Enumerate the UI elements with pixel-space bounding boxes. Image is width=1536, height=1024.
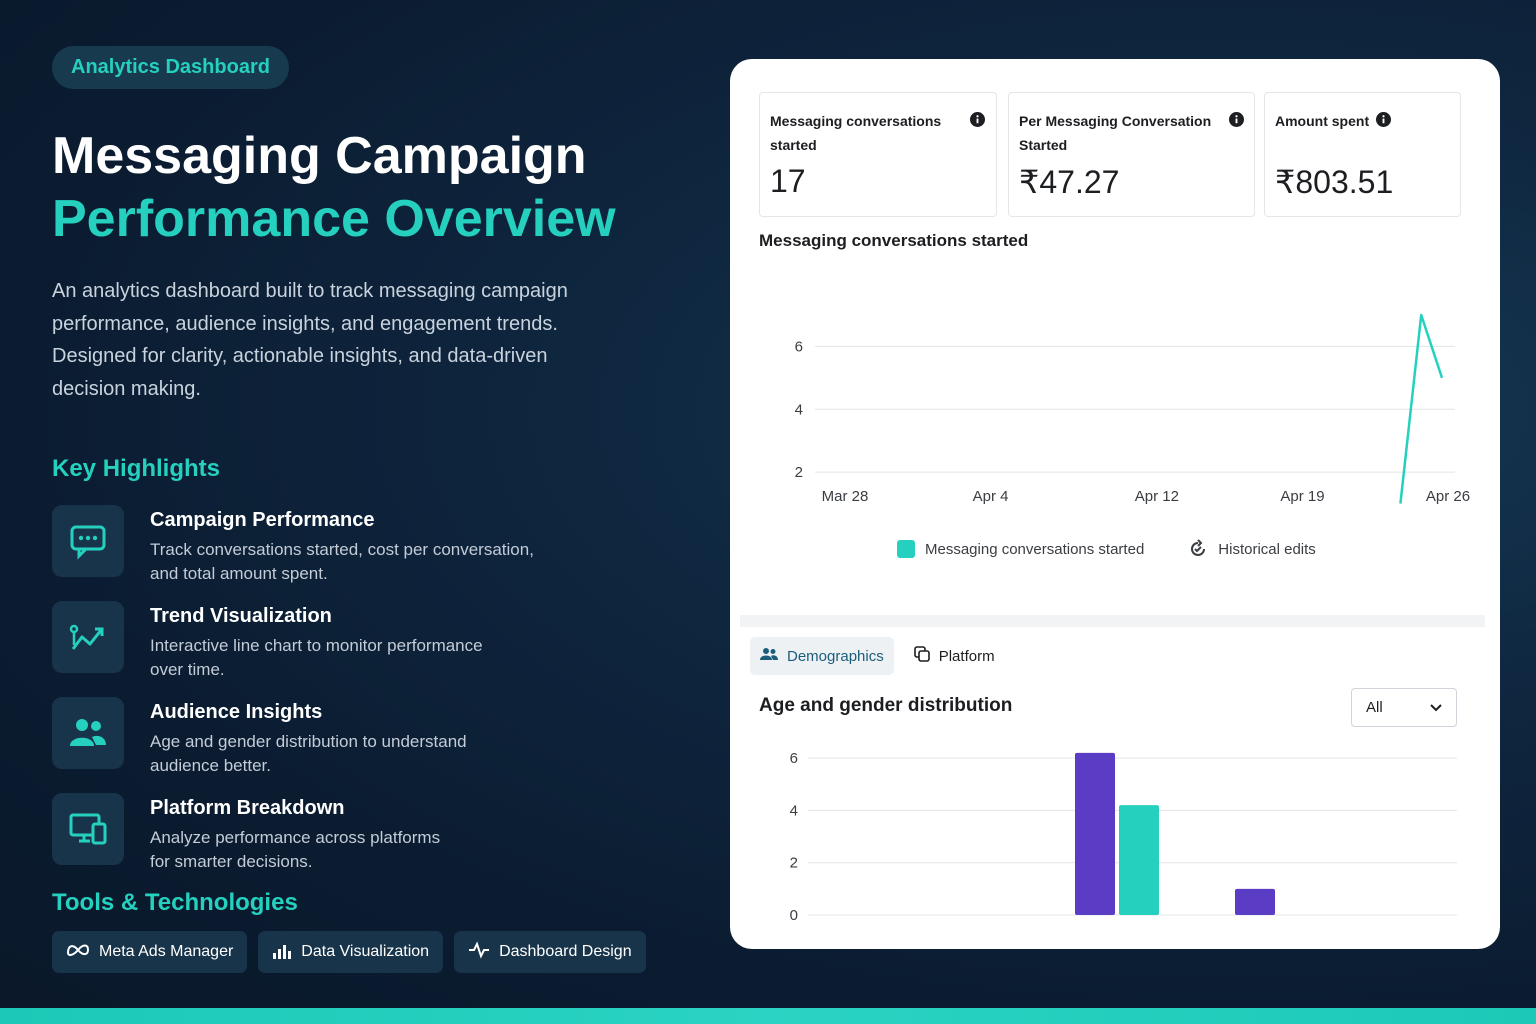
stat-value: 17 (770, 163, 806, 199)
highlight-item: Campaign Performance Track conversations… (52, 505, 692, 583)
x-tick-label: Apr 4 (973, 488, 1009, 505)
bar (1075, 752, 1115, 915)
tab-platform[interactable]: Platform (904, 637, 1005, 675)
section-divider (740, 615, 1485, 627)
stat-label: Per Messaging Conversation Started (1019, 113, 1212, 153)
info-icon[interactable] (970, 112, 985, 132)
chat-icon (52, 505, 124, 577)
highlight-item: Platform Breakdown Analyze performance a… (52, 793, 692, 871)
highlight-desc: Analyze performance across platforms for … (150, 828, 441, 871)
history-icon (1188, 539, 1208, 559)
y-tick-label: 6 (795, 338, 803, 355)
highlight-desc: Track conversations started, cost per co… (150, 540, 534, 583)
page-title-line1: Messaging Campaign (52, 127, 587, 185)
chart-legend: Messaging conversations started Historic… (897, 539, 1316, 559)
filter-select[interactable]: All (1351, 688, 1457, 727)
stat-card: Messaging conversations started 17 (759, 92, 997, 217)
highlight-item: Trend Visualization Interactive line cha… (52, 601, 692, 679)
tool-label: Dashboard Design (499, 943, 632, 960)
y-tick-label: 0 (790, 907, 798, 924)
tool-label: Data Visualization (301, 943, 430, 960)
select-value: All (1366, 699, 1383, 716)
age-chart-title: Age and gender distribution (759, 695, 1013, 716)
info-icon[interactable] (1229, 112, 1244, 132)
breakdown-tabs: Demographics Platform (750, 637, 1005, 675)
trend-icon (52, 601, 124, 673)
highlight-name: Trend Visualization (150, 605, 332, 627)
page-title-line2: Performance Overview (52, 190, 616, 248)
highlight-name: Platform Breakdown (150, 797, 345, 819)
people-icon (760, 647, 778, 665)
bottom-accent-bar (0, 1008, 1536, 1024)
y-tick-label: 6 (790, 750, 798, 767)
legend-swatch (897, 540, 915, 558)
legend-series-label: Messaging conversations started (925, 540, 1145, 558)
highlight-desc: Interactive line chart to monitor perfor… (150, 636, 483, 679)
x-tick-label: Apr 26 (1426, 488, 1470, 505)
x-tick-label: Apr 12 (1135, 488, 1179, 505)
highlight-name: Audience Insights (150, 701, 323, 723)
description: An analytics dashboard built to track me… (52, 280, 568, 400)
copy-icon (913, 646, 930, 666)
highlight-desc: Age and gender distribution to understan… (150, 732, 467, 775)
highlight-item: Audience Insights Age and gender distrib… (52, 697, 692, 775)
info-icon[interactable] (1376, 112, 1391, 132)
badge: Analytics Dashboard (52, 46, 289, 89)
tab-label: Demographics (787, 647, 884, 665)
stat-value: ₹803.51 (1275, 164, 1394, 200)
tools-list: Meta Ads Manager Data Visualization Dash… (52, 931, 692, 973)
line-chart-title: Messaging conversations started (759, 231, 1029, 250)
key-highlights-title: Key Highlights (52, 455, 221, 482)
highlights-list: Campaign Performance Track conversations… (52, 505, 692, 871)
x-tick-label: Apr 19 (1280, 488, 1324, 505)
stat-label: Amount spent (1275, 113, 1370, 129)
y-tick-label: 2 (790, 855, 798, 872)
bar (1119, 805, 1159, 915)
legend-edits-label[interactable]: Historical edits (1218, 540, 1316, 558)
x-tick-label: Mar 28 (822, 488, 869, 505)
y-tick-label: 2 (795, 464, 803, 481)
stat-label: Messaging conversations started (770, 113, 942, 153)
y-tick-label: 4 (790, 802, 798, 819)
dashboard-card: Messaging conversations started 17 Per M… (730, 59, 1500, 949)
tool-chip: Dashboard Design (454, 931, 646, 973)
left-panel: Analytics Dashboard Messaging Campaign P… (52, 46, 692, 973)
tool-chip: Data Visualization (258, 931, 444, 973)
users-icon (52, 697, 124, 769)
tools-title: Tools & Technologies (52, 889, 298, 916)
bar-chart-icon (272, 941, 292, 964)
bar-chart: 0 2 4 6 (790, 750, 1457, 924)
tool-chip: Meta Ads Manager (52, 931, 248, 973)
bar (1235, 888, 1275, 915)
tab-label: Platform (938, 647, 995, 665)
tool-label: Meta Ads Manager (99, 943, 234, 960)
chevron-down-icon (1430, 699, 1442, 716)
y-tick-label: 4 (795, 401, 803, 418)
devices-icon (52, 793, 124, 865)
pulse-icon (468, 940, 490, 964)
stat-card: Amount spent ₹803.51 (1264, 92, 1461, 217)
series-line (1399, 313, 1444, 504)
meta-icon (66, 943, 90, 962)
tab-demographics[interactable]: Demographics (750, 637, 894, 675)
stat-card: Per Messaging Conversation Started ₹47.2… (1008, 92, 1255, 217)
stat-value: ₹47.27 (1019, 164, 1120, 200)
highlight-name: Campaign Performance (150, 509, 375, 531)
